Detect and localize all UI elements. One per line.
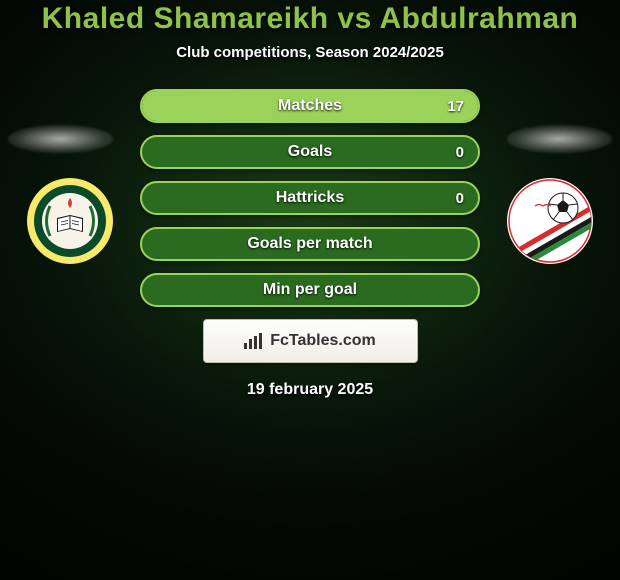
- club-crest-left: [27, 178, 113, 264]
- stat-value-right: 17: [447, 91, 464, 121]
- stat-label: Hattricks: [142, 183, 478, 213]
- stat-label: Min per goal: [142, 275, 478, 305]
- stat-label: Goals: [142, 137, 478, 167]
- stat-bar: Goals per match: [140, 227, 480, 261]
- comparison-bars: Matches17Goals0Hattricks0Goals per match…: [140, 89, 480, 307]
- subtitle: Club competitions, Season 2024/2025: [0, 44, 620, 61]
- player-highlight-left: [8, 125, 113, 153]
- stat-bar: Goals0: [140, 135, 480, 169]
- stat-label: Matches: [142, 91, 478, 121]
- stat-bar: Min per goal: [140, 273, 480, 307]
- brand-label: FcTables.com: [270, 332, 376, 350]
- date-label: 19 february 2025: [0, 381, 620, 399]
- stat-value-right: 0: [456, 183, 464, 213]
- stat-bar: Hattricks0: [140, 181, 480, 215]
- club-crest-right: [507, 178, 593, 264]
- stat-label: Goals per match: [142, 229, 478, 259]
- stat-value-right: 0: [456, 137, 464, 167]
- chart-icon: [244, 333, 264, 349]
- page-title: Khaled Shamareikh vs Abdulrahman: [0, 2, 620, 36]
- stat-bar: Matches17: [140, 89, 480, 123]
- brand-box: FcTables.com: [203, 319, 418, 363]
- player-highlight-right: [507, 125, 612, 153]
